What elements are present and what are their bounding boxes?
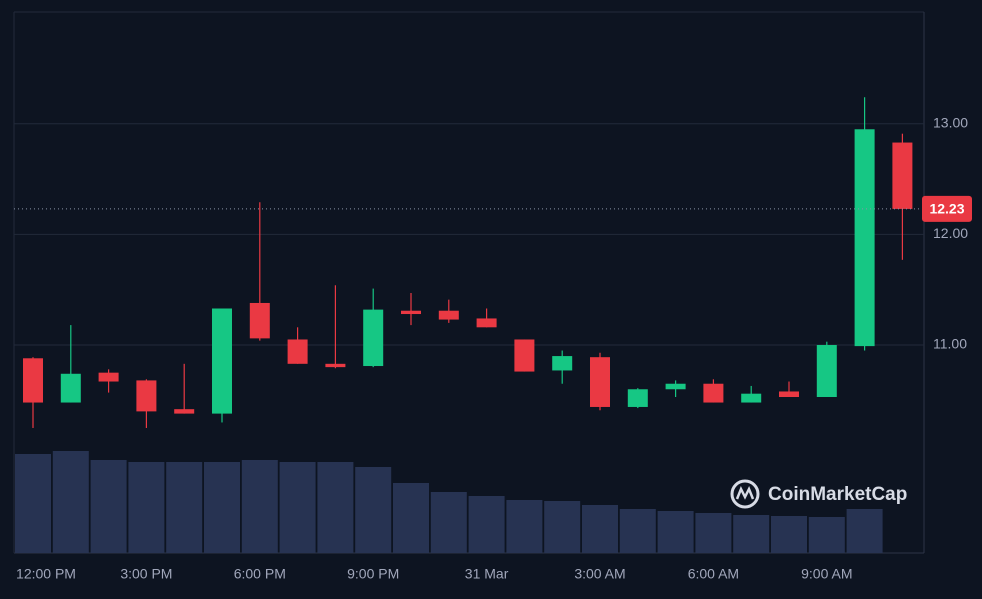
candle-body <box>552 356 573 371</box>
candle-body <box>287 339 308 364</box>
candle-body <box>665 383 686 390</box>
x-tick-label: 31 Mar <box>465 566 509 582</box>
x-tick-label: 3:00 PM <box>120 566 172 582</box>
candle-body <box>60 373 81 403</box>
candle-body <box>590 357 610 407</box>
volume-bar <box>544 501 581 553</box>
volume-bar <box>166 462 203 553</box>
price-tag <box>922 195 972 222</box>
candle-body <box>401 310 421 315</box>
candle-body <box>627 389 648 407</box>
watermark: CoinMarketCap <box>768 484 907 505</box>
volume-bar <box>241 460 278 553</box>
candle-body <box>816 345 837 398</box>
candle-body <box>476 318 497 328</box>
volume-bar <box>204 462 240 553</box>
candle-body <box>249 302 270 339</box>
candle-body <box>438 310 459 320</box>
candle-body <box>174 409 195 414</box>
volume-bar <box>695 513 732 553</box>
volume-bar <box>733 515 770 553</box>
volume-bar <box>90 460 127 553</box>
volume-bar <box>52 451 89 553</box>
logo-icon <box>730 479 760 509</box>
volume-bar <box>846 509 883 553</box>
volume-bar <box>393 483 429 553</box>
candle-body <box>325 363 346 368</box>
candle-body <box>514 339 535 372</box>
y-tick-label: 13.00 <box>933 114 968 130</box>
y-tick-label: 12.00 <box>933 225 968 241</box>
volume-bar <box>808 517 845 553</box>
volume-bar <box>15 454 51 553</box>
candle-body <box>363 309 384 367</box>
candle-body <box>779 391 799 398</box>
volume-bar <box>468 496 505 553</box>
volume-bar <box>128 462 165 553</box>
candle-body <box>23 358 43 403</box>
candle-body <box>854 129 875 347</box>
candle-body <box>892 142 913 209</box>
candle-body <box>741 393 762 403</box>
y-tick-label: 11.00 <box>933 336 967 352</box>
candle-body <box>703 383 724 403</box>
x-tick-label: 3:00 AM <box>574 566 625 582</box>
volume-bar <box>582 505 618 553</box>
x-tick-label: 6:00 PM <box>234 566 286 582</box>
x-tick-label: 9:00 PM <box>347 566 399 582</box>
candle-body <box>136 380 157 412</box>
x-tick-label: 9:00 AM <box>801 566 852 582</box>
volume-bar <box>430 492 467 553</box>
volume-bar <box>506 500 543 553</box>
x-tick-label: 12:00 PM <box>16 566 76 582</box>
x-tick-label: 6:00 AM <box>688 566 739 582</box>
volume-bar <box>355 467 392 553</box>
volume-bar <box>657 511 694 553</box>
volume-bar <box>317 462 354 553</box>
volume-bar <box>619 509 656 553</box>
price-label: 12.23 <box>929 201 964 217</box>
candle-body <box>212 308 232 414</box>
candle-body <box>98 372 119 382</box>
volume-bar <box>771 516 807 553</box>
volume-bar <box>279 462 316 553</box>
